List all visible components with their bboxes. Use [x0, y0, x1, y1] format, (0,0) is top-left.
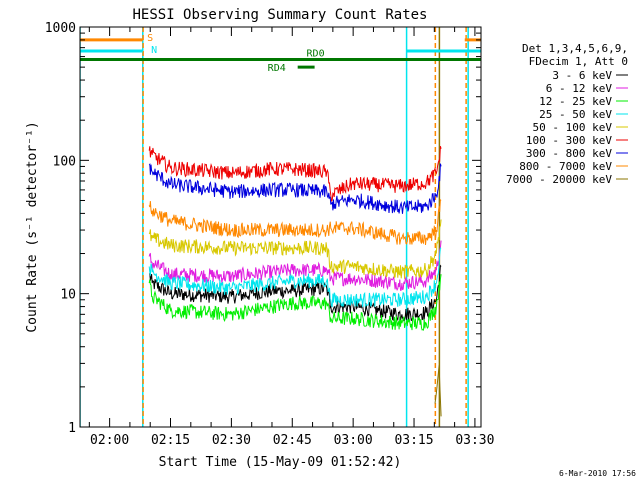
x-tick-label-03-15: 03:15 [394, 433, 433, 448]
x-tick-label-02-15: 02:15 [151, 433, 190, 448]
x-tick-label-03-00: 03:00 [334, 433, 373, 448]
legend-label-25-50-kev: 25 - 50 keV [539, 108, 612, 121]
legend-header-line-2: FDecim 1, Att 0 [529, 55, 628, 68]
plot-area [80, 27, 481, 427]
legend-label-800-7000-kev: 800 - 7000 keV [519, 160, 612, 173]
flag-label-n: N [151, 45, 157, 56]
series-line-100-300-kev [148, 145, 442, 202]
series-line-12-25-kev [148, 274, 442, 331]
legend-label-100-300-kev: 100 - 300 keV [526, 134, 612, 147]
series-line-300-800-kev [148, 163, 442, 214]
series-line-6-12-kev [148, 240, 442, 291]
flag-label-s: S [147, 33, 153, 44]
y-axis-label: Count Rate (s⁻¹ detector⁻¹) [25, 121, 40, 332]
y-tick-label-10: 10 [60, 288, 76, 303]
series-line-25-50-kev [148, 247, 442, 308]
legend-label-12-25-kev: 12 - 25 keV [539, 95, 612, 108]
legend-label-7000-20000-kev: 7000 - 20000 keV [506, 173, 612, 186]
flag-label-rd4: RD4 [268, 63, 286, 74]
series-line-50-100-kev [148, 219, 442, 279]
legend-label-300-800-kev: 300 - 800 keV [526, 147, 612, 160]
flag-label-rd0: RD0 [307, 49, 325, 60]
x-tick-label-02-45: 02:45 [273, 433, 312, 448]
legend-label-50-100-kev: 50 - 100 keV [533, 121, 613, 134]
x-tick-label-02-30: 02:30 [212, 433, 251, 448]
y-tick-label-100: 100 [53, 154, 76, 169]
y-tick-label-1000: 1000 [45, 21, 76, 36]
series-line-7000-20000-kev [434, 365, 442, 417]
x-tick-label-02-00: 02:00 [90, 433, 129, 448]
legend-label-3-6-kev: 3 - 6 keV [552, 69, 612, 82]
legend-label-6-12-kev: 6 - 12 keV [546, 82, 613, 95]
series-line-800-7000-kev [148, 198, 442, 246]
legend-header-line-1: Det 1,3,4,5,6,9, [522, 42, 628, 55]
generated-timestamp: 6-Mar-2010 17:56 [559, 469, 636, 478]
x-axis-label: Start Time (15-May-09 01:52:42) [159, 455, 402, 470]
y-tick-label-1: 1 [68, 421, 76, 436]
chart-title: HESSI Observing Summary Count Rates [132, 7, 427, 23]
plot-frame [79, 26, 482, 428]
x-tick-label-03-30: 03:30 [455, 433, 494, 448]
